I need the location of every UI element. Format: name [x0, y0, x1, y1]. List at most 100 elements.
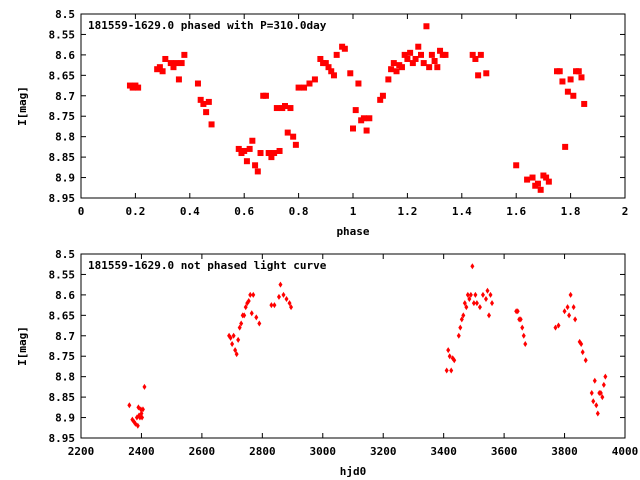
unphased-data-point [467, 295, 472, 302]
unphased-data-point [600, 394, 605, 401]
phased-y-axis-label: I[mag] [16, 86, 29, 126]
unphased-data-point [452, 357, 457, 364]
phased-data-point [537, 186, 544, 193]
unphased-data-point [601, 381, 606, 388]
unphased-data-point [139, 410, 144, 417]
phased-data-point [534, 180, 541, 187]
phased-data-point [388, 66, 395, 73]
unphased-data-point [487, 312, 491, 319]
phased-data-point [434, 64, 441, 71]
unphased-data-point [446, 347, 451, 354]
unphased-data-point [254, 314, 259, 321]
unphased-data-point [603, 373, 608, 380]
unphased-y-tick-label: 8.5 [55, 248, 75, 261]
unphased-data-point [473, 291, 478, 298]
unphased-data-point [474, 300, 479, 307]
phased-data-point [159, 68, 166, 75]
phased-data-point [306, 80, 313, 87]
unphased-data-point [236, 336, 241, 343]
unphased-data-point [234, 351, 239, 358]
phased-y-tick-label: 8.75 [49, 110, 76, 123]
phased-x-tick-label: 1.2 [397, 205, 417, 218]
phased-data-point [203, 109, 210, 116]
unphased-y-tick-label: 8.8 [55, 371, 75, 384]
unphased-y-tick-label: 8.65 [49, 309, 76, 322]
unphased-data-point [281, 291, 286, 298]
unphased-data-point [447, 353, 452, 360]
phased-x-tick-label: 0.4 [180, 205, 200, 218]
unphased-data-point [228, 334, 233, 341]
unphased-data-point [462, 300, 467, 307]
phased-data-point [472, 55, 479, 62]
unphased-data-point [272, 302, 277, 309]
phased-x-tick-label: 0 [78, 205, 85, 218]
unphased-data-point [135, 422, 140, 429]
unphased-plot-title: 181559-1629.0 not phased light curve [88, 259, 327, 272]
phased-data-point [254, 168, 261, 175]
unphased-data-point [137, 414, 142, 421]
unphased-data-point [449, 367, 454, 374]
phased-data-point [276, 147, 283, 154]
phased-y-tick-label: 8.55 [49, 28, 76, 41]
phased-data-point [301, 84, 308, 91]
unphased-data-point [523, 340, 528, 347]
phased-data-point [330, 72, 337, 79]
unphased-data-point [594, 402, 599, 409]
unphased-data-point [233, 347, 238, 354]
unphased-data-point [515, 308, 520, 315]
phased-y-tick-label: 8.95 [49, 192, 76, 205]
phased-data-point [545, 178, 552, 185]
unphased-data-point [488, 291, 493, 298]
unphased-data-point [485, 287, 490, 294]
unphased-y-tick-label: 8.85 [49, 391, 76, 404]
phased-data-point [562, 143, 569, 150]
phased-data-point [290, 133, 297, 140]
unphased-x-tick-label: 2600 [189, 445, 216, 458]
phased-data-point [407, 49, 414, 56]
phased-data-point [162, 55, 169, 62]
unphased-data-point [243, 304, 248, 311]
phased-data-point [175, 76, 182, 83]
unphased-y-axis-label: I[mag] [16, 326, 29, 366]
phased-data-point [483, 70, 490, 77]
phased-data-point [401, 51, 408, 58]
phased-data-point [524, 176, 531, 183]
phased-data-point [404, 55, 411, 62]
unphased-data-point [567, 312, 572, 319]
phased-data-point [311, 76, 318, 83]
unphased-data-point [461, 312, 466, 319]
phased-data-point [431, 58, 438, 65]
phased-data-point [543, 174, 550, 181]
phased-data-point [423, 23, 430, 30]
unphased-data-point [242, 312, 247, 319]
phased-data-point [325, 64, 332, 71]
unphased-data-point [562, 308, 567, 315]
phased-data-point [167, 60, 174, 67]
phased-data-point [268, 154, 275, 161]
unphased-data-point [237, 324, 242, 331]
phased-data-point [581, 100, 588, 107]
phased-data-point [412, 55, 419, 62]
phased-y-tick-label: 8.9 [55, 172, 75, 185]
unphased-x-tick-label: 3000 [310, 445, 337, 458]
phased-data-point [415, 43, 422, 50]
unphased-data-point [471, 300, 476, 307]
unphased-data-point [140, 406, 145, 413]
phased-data-point [428, 51, 435, 58]
unphased-data-point [278, 281, 283, 288]
phased-data-point [437, 47, 444, 54]
unphased-data-point [571, 304, 576, 311]
unphased-x-axis-label: hjd0 [340, 465, 367, 478]
phased-data-point [578, 74, 585, 81]
phased-data-point [347, 70, 354, 77]
phased-data-point [350, 125, 356, 132]
phased-data-point [284, 129, 291, 136]
phased-data-point [287, 105, 294, 112]
unphased-data-point [553, 324, 558, 331]
phased-data-point [243, 158, 250, 165]
unphased-x-tick-label: 3400 [430, 445, 457, 458]
phased-data-point [420, 60, 427, 67]
phased-x-tick-label: 0.6 [234, 205, 254, 218]
phased-data-point [295, 84, 302, 91]
